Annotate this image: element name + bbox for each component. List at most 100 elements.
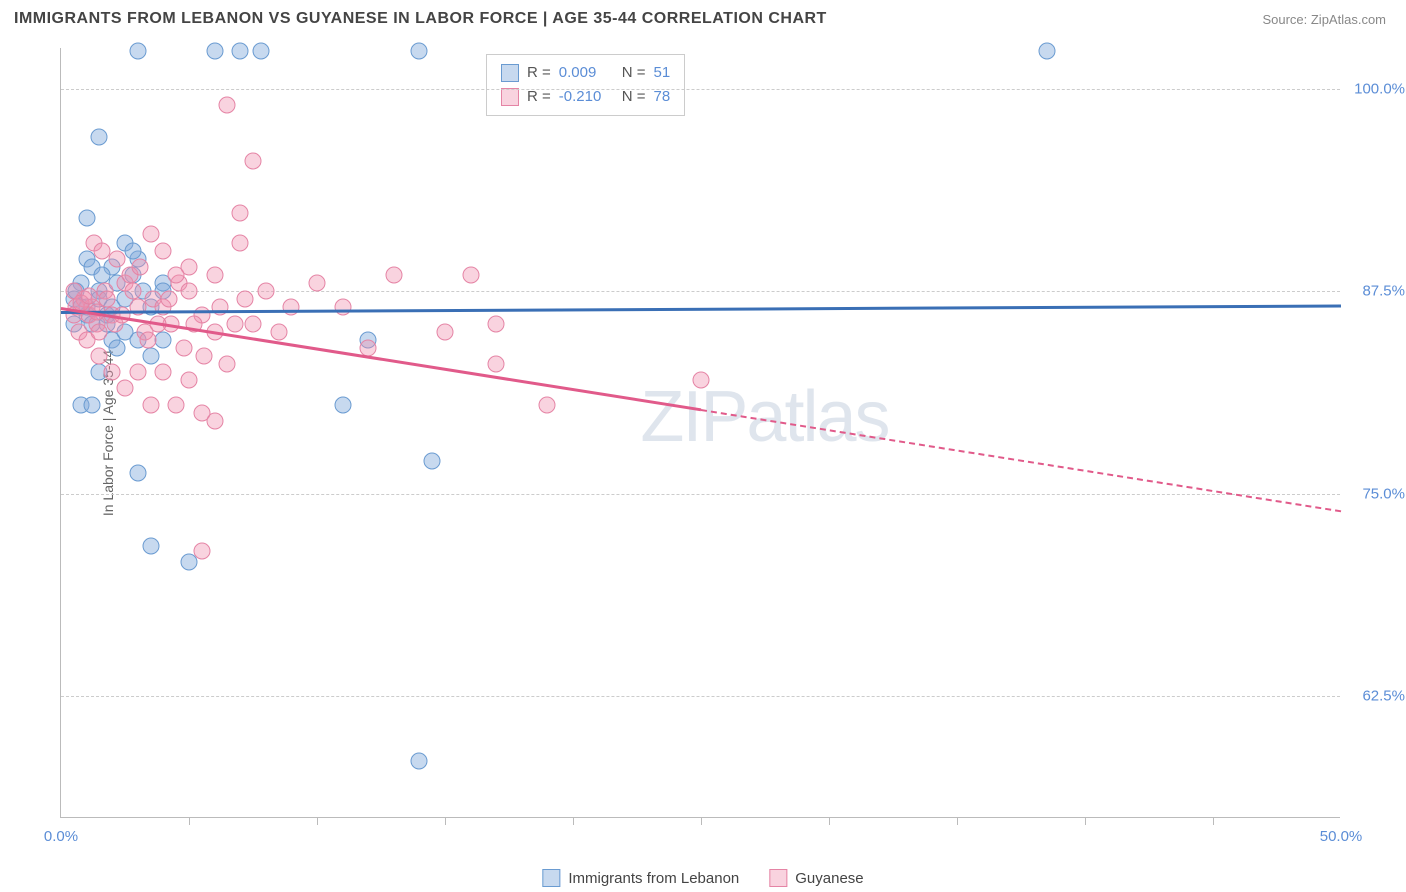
trend-line [61, 304, 1341, 313]
scatter-point [283, 299, 300, 316]
scatter-point [155, 242, 172, 259]
scatter-point [232, 43, 249, 60]
scatter-point [155, 331, 172, 348]
legend-item: Immigrants from Lebanon [542, 869, 739, 887]
scatter-point [488, 315, 505, 332]
scatter-point [309, 275, 326, 292]
scatter-point [693, 372, 710, 389]
scatter-point [206, 412, 223, 429]
scatter-point [83, 396, 100, 413]
scatter-point [91, 129, 108, 146]
y-tick-label: 62.5% [1362, 688, 1405, 705]
scatter-point [168, 266, 185, 283]
scatter-point [424, 453, 441, 470]
scatter-point [129, 464, 146, 481]
scatter-point [93, 242, 110, 259]
x-tick [573, 817, 574, 825]
scatter-point [411, 753, 428, 770]
y-tick-label: 87.5% [1362, 283, 1405, 300]
scatter-point [219, 356, 236, 373]
scatter-point [91, 323, 108, 340]
chart-title: IMMIGRANTS FROM LEBANON VS GUYANESE IN L… [14, 10, 827, 28]
x-tick [957, 817, 958, 825]
scatter-point [129, 364, 146, 381]
legend-row: R = 0.009 N = 51 [501, 61, 670, 85]
x-tick [1213, 817, 1214, 825]
gridline [61, 696, 1340, 697]
scatter-point [227, 315, 244, 332]
scatter-point [109, 250, 126, 267]
y-tick-label: 100.0% [1354, 80, 1405, 97]
scatter-point [411, 43, 428, 60]
scatter-point [104, 364, 121, 381]
scatter-point [206, 43, 223, 60]
scatter-point [385, 266, 402, 283]
scatter-point [160, 291, 177, 308]
scatter-point [252, 43, 269, 60]
scatter-point [142, 226, 159, 243]
scatter-point [132, 258, 149, 275]
scatter-point [140, 331, 157, 348]
scatter-point [91, 348, 108, 365]
x-tick [317, 817, 318, 825]
scatter-point [232, 234, 249, 251]
scatter-point [129, 43, 146, 60]
legend-swatch [501, 88, 519, 106]
legend-item: Guyanese [769, 869, 863, 887]
y-tick-label: 75.0% [1362, 485, 1405, 502]
legend-r-value: 0.009 [559, 61, 614, 85]
legend-r-label: R = [527, 61, 551, 85]
scatter-point [437, 323, 454, 340]
scatter-point [81, 288, 98, 305]
scatter-point [237, 291, 254, 308]
scatter-point [168, 396, 185, 413]
scatter-point [175, 339, 192, 356]
x-tick [1085, 817, 1086, 825]
legend-n-label: N = [622, 61, 646, 85]
scatter-point [155, 364, 172, 381]
scatter-point [270, 323, 287, 340]
scatter-point [109, 339, 126, 356]
scatter-point [245, 153, 262, 170]
scatter-point [206, 266, 223, 283]
scatter-point [124, 242, 141, 259]
legend-n-value: 51 [654, 61, 671, 85]
x-tick [829, 817, 830, 825]
scatter-point [245, 315, 262, 332]
scatter-point [193, 542, 210, 559]
x-tick [445, 817, 446, 825]
scatter-point [124, 283, 141, 300]
scatter-point [181, 372, 198, 389]
scatter-point [78, 210, 95, 227]
trend-line-dashed [701, 409, 1341, 512]
x-tick-label: 0.0% [44, 828, 78, 845]
gridline [61, 89, 1340, 90]
x-tick [701, 817, 702, 825]
scatter-point [142, 396, 159, 413]
series-legend: Immigrants from Lebanon Guyanese [542, 869, 863, 887]
gridline [61, 494, 1340, 495]
scatter-point [334, 299, 351, 316]
scatter-point [1038, 43, 1055, 60]
legend-swatch [769, 869, 787, 887]
legend-series-name: Immigrants from Lebanon [568, 870, 739, 887]
source-attribution: Source: ZipAtlas.com [1262, 12, 1386, 27]
scatter-point [257, 283, 274, 300]
watermark: ZIPatlas [640, 376, 888, 458]
scatter-point [93, 266, 110, 283]
scatter-point [219, 96, 236, 113]
legend-series-name: Guyanese [795, 870, 863, 887]
gridline [61, 291, 1340, 292]
scatter-point [181, 283, 198, 300]
scatter-point [539, 396, 556, 413]
legend-swatch [501, 64, 519, 82]
correlation-legend: R =0.009N =51R =-0.210N =78 [486, 54, 685, 116]
scatter-point [129, 299, 146, 316]
scatter-point [211, 299, 228, 316]
scatter-point [142, 537, 159, 554]
x-tick [189, 817, 190, 825]
scatter-point [488, 356, 505, 373]
chart-container: In Labor Force | Age 35-44 ZIPatlas R =0… [40, 48, 1340, 818]
scatter-point [232, 205, 249, 222]
scatter-point [462, 266, 479, 283]
